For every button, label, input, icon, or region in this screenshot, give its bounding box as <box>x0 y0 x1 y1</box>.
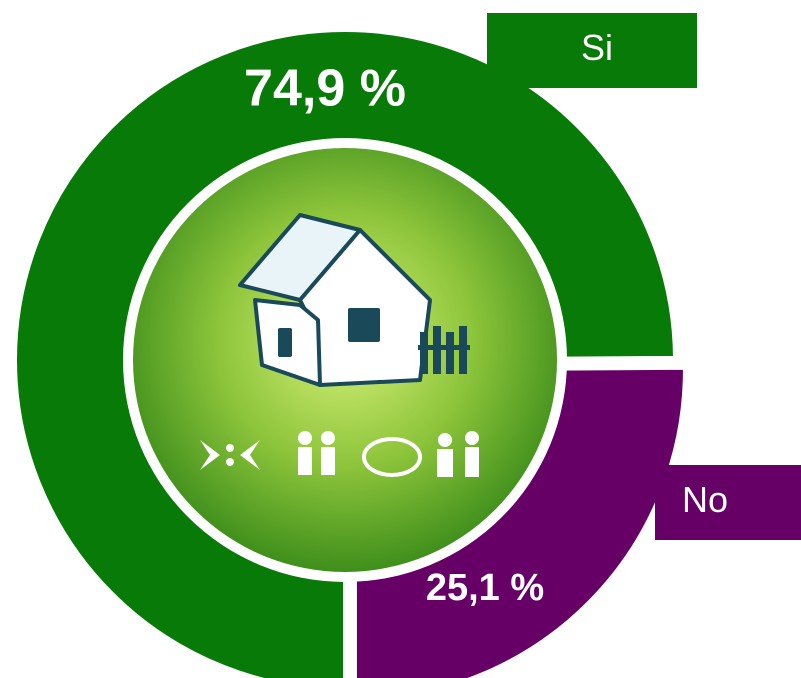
value-label: 74,9 % <box>244 60 406 118</box>
legend-label: No <box>682 479 728 520</box>
legend-label: Si <box>581 27 613 68</box>
value-label: 25,1 % <box>426 567 544 609</box>
chart: 74,9 % 25,1 % Si No <box>0 0 801 678</box>
